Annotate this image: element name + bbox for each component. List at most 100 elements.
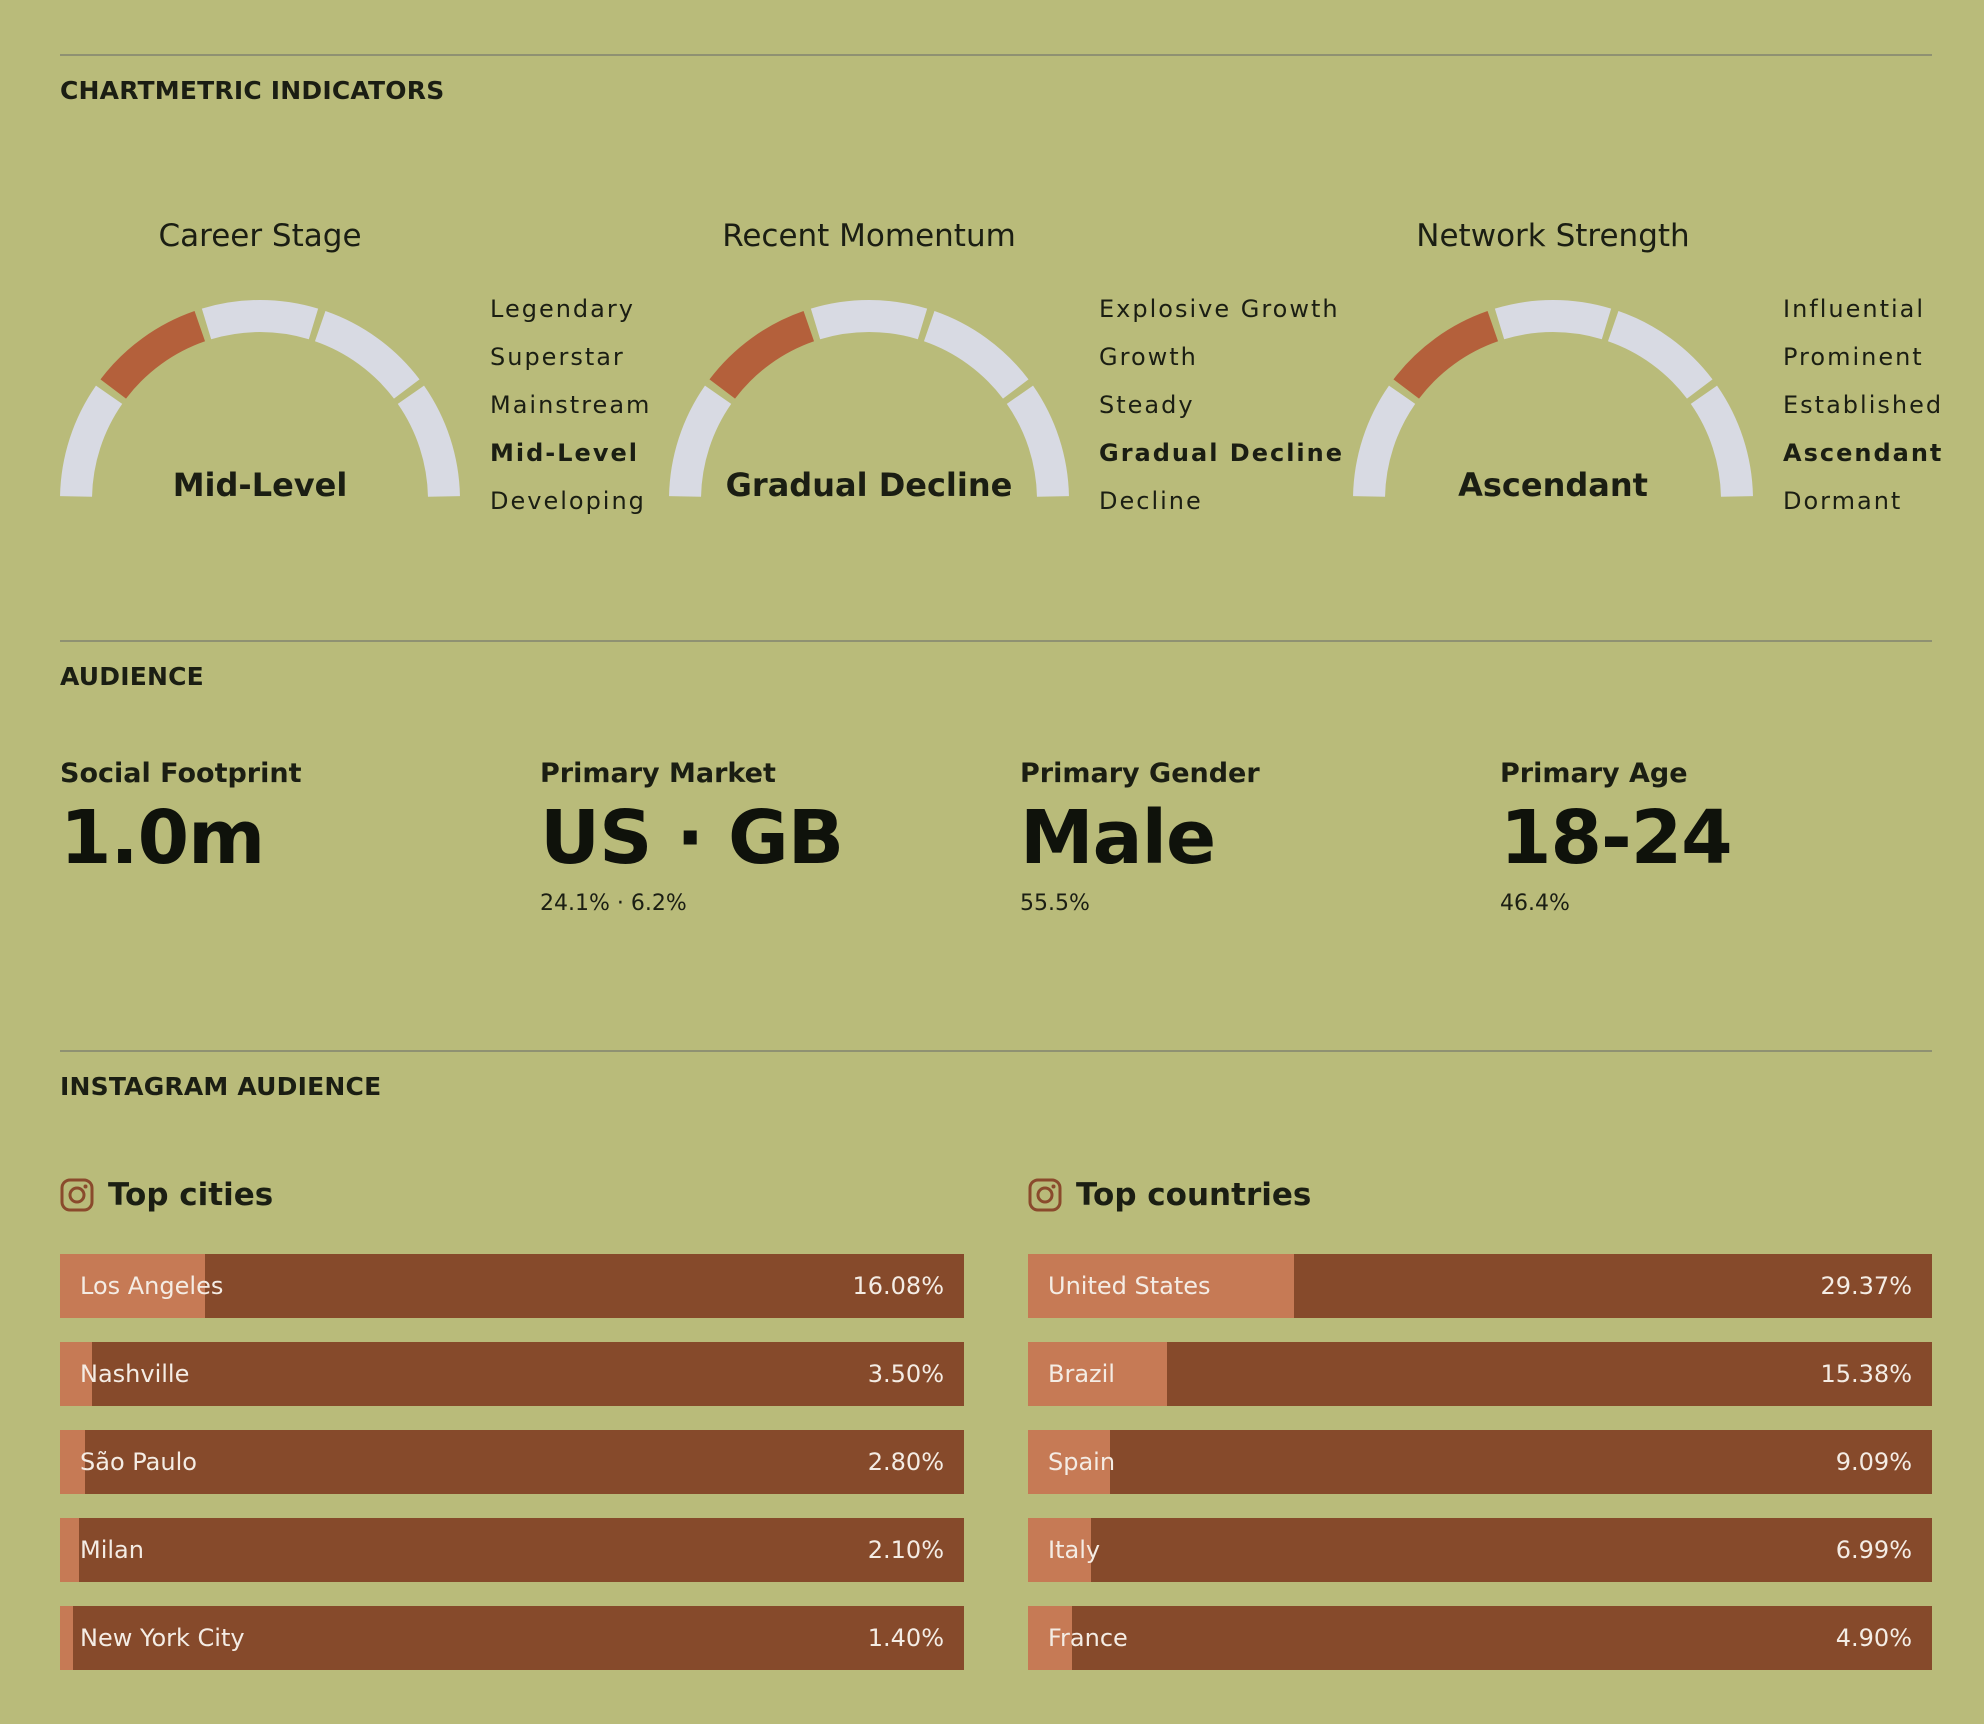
gauge-career-stage: Career Stage Mid-Level Legendary Superst…: [60, 210, 649, 530]
gauge-segment-active: [1393, 311, 1499, 399]
metric-sub: 55.5%: [1020, 891, 1090, 916]
bar-value: 2.80%: [867, 1448, 944, 1476]
metric-value: Male: [1020, 795, 1216, 881]
gauge-level: Decline: [1099, 487, 1203, 515]
bar-value: 6.99%: [1835, 1536, 1912, 1564]
bar-fill: [60, 1430, 86, 1494]
bar-label: New York City: [80, 1624, 245, 1652]
gauge-level: Developing: [490, 487, 646, 515]
bar-fill: [60, 1518, 79, 1582]
bar-fill: [1028, 1254, 1294, 1318]
gauge-arc: [1353, 300, 1753, 497]
gauge-segment: [201, 300, 319, 340]
gauge-segment: [314, 311, 420, 399]
bar-label: Los Angeles: [80, 1272, 224, 1300]
list-title: Top countries: [1076, 1177, 1312, 1213]
gauge-value: Ascendant: [1458, 466, 1648, 504]
section-title-instagram: INSTAGRAM AUDIENCE: [60, 1072, 382, 1101]
top-cities-list: Top cities Los Angeles 16.08% Nashville 3.5…: [60, 1170, 964, 1670]
gauge-segment: [1353, 385, 1416, 497]
metric-label: Primary Market: [540, 758, 776, 789]
gauge-value: Gradual Decline: [725, 466, 1013, 504]
bar-fill: [1028, 1342, 1168, 1406]
section-title-indicators: CHARTMETRIC INDICATORS: [60, 76, 445, 105]
bar-row: United States 29.37%: [1028, 1254, 1932, 1318]
gauge-title: Career Stage: [158, 218, 362, 254]
metric-primary-age: Primary Age 18-24 46.4%: [1500, 758, 1940, 916]
bar-row: Nashville 3.50%: [60, 1342, 964, 1406]
metric-sub: 24.1% · 6.2%: [540, 891, 687, 916]
gauge-segment: [1006, 385, 1069, 497]
gauge-level: Influential: [1783, 295, 1926, 323]
bar-label: Spain: [1048, 1448, 1116, 1476]
gauge-segment: [923, 311, 1029, 399]
bar-value: 15.38%: [1820, 1360, 1912, 1388]
gauge-segment: [1607, 311, 1713, 399]
gauge-network-strength: Network Strength Ascendant Influential P…: [1353, 210, 1941, 530]
bar-list: Los Angeles 16.08% Nashville 3.50% São Paulo…: [60, 1254, 964, 1670]
metric-label: Primary Age: [1500, 758, 1688, 789]
gauge-title: Recent Momentum: [722, 218, 1016, 254]
instagram-icon: [60, 1178, 94, 1212]
bar-label: Milan: [80, 1536, 144, 1564]
bar-value: 2.10%: [867, 1536, 944, 1564]
bar-label: São Paulo: [80, 1448, 197, 1476]
gauge-segment: [669, 385, 732, 497]
metric-value: 18-24: [1500, 795, 1733, 881]
gauge-levels: Explosive Growth Growth Steady Gradual D…: [1099, 285, 1344, 525]
bar-row: New York City 1.40%: [60, 1606, 964, 1670]
bar-fill: [60, 1606, 73, 1670]
gauge-levels: Legendary Superstar Mainstream Mid-Level…: [490, 285, 651, 525]
divider: [60, 1050, 1932, 1052]
gauge-arc: [60, 300, 460, 497]
list-header: Top countries: [1028, 1170, 1932, 1220]
gauge-level: Prominent: [1783, 343, 1924, 371]
gauge-level: Established: [1783, 391, 1944, 419]
gauge-level: Dormant: [1783, 487, 1903, 515]
metric-primary-market: Primary Market US · GB 24.1% · 6.2%: [540, 758, 980, 916]
gauge-level: Ascendant: [1783, 439, 1944, 467]
bar-fill: [1028, 1430, 1111, 1494]
bar-fill: [1028, 1518, 1092, 1582]
gauge-value: Mid-Level: [172, 466, 348, 504]
gauge-segment: [397, 385, 460, 497]
bar-value: 9.09%: [1835, 1448, 1912, 1476]
gauge-segment: [810, 300, 928, 340]
bar-row: São Paulo 2.80%: [60, 1430, 964, 1494]
list-header: Top cities: [60, 1170, 964, 1220]
metric-label: Social Footprint: [60, 758, 302, 789]
bar-label: France: [1048, 1624, 1128, 1652]
bar-row: Brazil 15.38%: [1028, 1342, 1932, 1406]
list-title: Top cities: [108, 1177, 274, 1213]
instagram-icon: [1028, 1178, 1062, 1212]
metric-sub: 46.4%: [1500, 891, 1570, 916]
gauge-segment: [60, 385, 123, 497]
bar-list: United States 29.37% Brazil 15.38% Spain 9.09…: [1028, 1254, 1932, 1670]
gauge-level: Explosive Growth: [1099, 295, 1340, 323]
bar-fill: [1028, 1606, 1073, 1670]
bar-value: 1.40%: [867, 1624, 944, 1652]
bar-value: 16.08%: [852, 1272, 944, 1300]
gauge-segment-active: [709, 311, 815, 399]
gauge-arc: [669, 300, 1069, 497]
bar-label: Italy: [1048, 1536, 1101, 1564]
gauge-level: Growth: [1099, 343, 1198, 371]
gauge-levels: Influential Prominent Established Ascend…: [1783, 285, 1943, 525]
gauge-level: Mid-Level: [490, 439, 639, 467]
divider: [60, 640, 1932, 642]
bar-row: Italy 6.99%: [1028, 1518, 1932, 1582]
metric-social-footprint: Social Footprint 1.0m: [60, 758, 500, 891]
bar-label: Nashville: [80, 1360, 190, 1388]
bar-value: 29.37%: [1820, 1272, 1912, 1300]
gauge-level: Gradual Decline: [1099, 439, 1345, 467]
bar-row: Los Angeles 16.08%: [60, 1254, 964, 1318]
metric-value: US · GB: [540, 795, 844, 881]
bar-fill: [60, 1254, 206, 1318]
bar-value: 4.90%: [1835, 1624, 1912, 1652]
gauge-title: Network Strength: [1416, 218, 1690, 254]
divider: [60, 54, 1932, 56]
gauge-segment: [1690, 385, 1753, 497]
gauge-level: Legendary: [490, 295, 635, 323]
top-countries-list: Top countries United States 29.37% Brazil 1…: [1028, 1170, 1932, 1670]
gauge-level: Mainstream: [490, 391, 652, 419]
